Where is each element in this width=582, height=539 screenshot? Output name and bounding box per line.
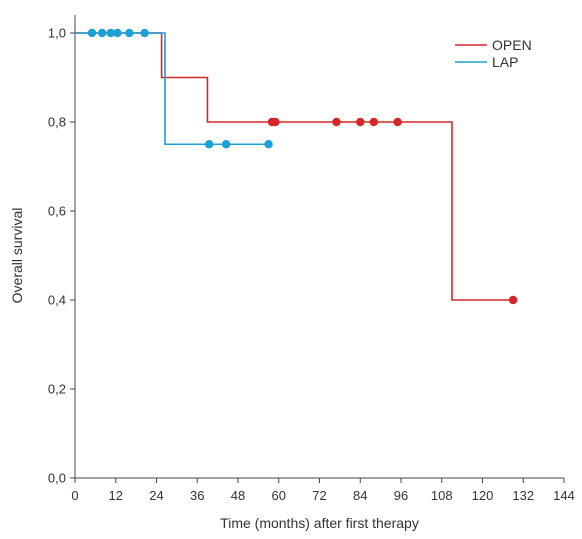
series-layer [75, 28, 518, 305]
x-tick-label: 108 [431, 488, 453, 503]
x-tick-label: 48 [231, 488, 245, 503]
y-tick-label: 0,4 [48, 293, 66, 308]
axes: 0 12 24 36 48 60 72 84 96 108 120 132 144 0,0 0,2 0,4 0,… [48, 15, 575, 503]
x-axis-title: Time (months) after first therapy [220, 515, 419, 531]
x-tick-label: 0 [71, 488, 78, 503]
y-axis-title: Overall survival [9, 208, 25, 304]
censor-mark-lap [264, 140, 273, 149]
censor-mark-lap [140, 28, 149, 38]
series-lap [75, 28, 273, 149]
censor-mark-open [332, 117, 341, 127]
censor-mark-lap [204, 140, 214, 149]
y-tick-label: 0,0 [48, 471, 66, 486]
censor-mark-open [271, 117, 280, 127]
x-tick-label: 24 [149, 488, 163, 503]
y-tick-label: 0,2 [48, 382, 66, 397]
y-tick-label: 0,8 [48, 115, 66, 130]
censor-mark-lap [97, 28, 107, 38]
x-tick-label: 36 [190, 488, 204, 503]
x-tick-label: 120 [472, 488, 494, 503]
x-tick-label: 132 [512, 488, 534, 503]
series-open [75, 32, 518, 305]
censor-mark-open [369, 117, 379, 127]
censor-mark-open [356, 117, 365, 127]
censor-mark-lap [87, 28, 97, 38]
survival-curve-open [75, 32, 514, 301]
censor-mark-lap [106, 28, 115, 38]
legend-label-lap: LAP [492, 54, 518, 70]
x-tick-label: 144 [553, 488, 575, 503]
censor-mark-open [393, 117, 402, 127]
censor-mark-open [508, 295, 518, 305]
y-tick-label: 1,0 [48, 26, 66, 41]
x-tick-label: 72 [312, 488, 326, 503]
legend-label-open: OPEN [492, 37, 532, 53]
censor-mark-lap [125, 28, 134, 38]
x-tick-label: 96 [394, 488, 408, 503]
x-tick-label: 12 [109, 488, 123, 503]
y-tick-label: 0,6 [48, 204, 66, 219]
x-tick-label: 84 [353, 488, 367, 503]
censor-mark-lap [221, 140, 231, 149]
x-tick-label: 60 [272, 488, 286, 503]
survival-curve-lap [75, 32, 269, 146]
censor-mark-lap [113, 28, 122, 38]
